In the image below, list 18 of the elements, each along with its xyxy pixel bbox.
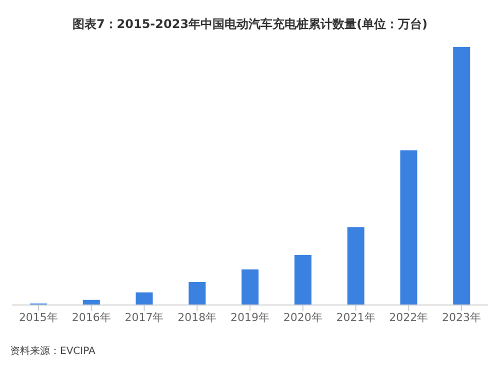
x-tick-label: 2023年 <box>442 310 482 324</box>
bar <box>453 47 470 305</box>
text: 资料来源：EVCIPA <box>10 344 96 358</box>
x-tick-label: 2016年 <box>72 310 111 324</box>
x-tick-label: 2015年 <box>18 310 58 324</box>
chart-title: 图表7：2015-2023年中国电动汽车充电桩累计数量(单位：万台) <box>71 16 429 33</box>
bar <box>347 227 364 305</box>
bar <box>400 150 418 305</box>
x-tick-label: 2019年 <box>230 310 270 324</box>
x-tick-label: 2020年 <box>283 310 322 324</box>
x-tick-label: 2018年 <box>178 310 217 324</box>
x-tick-label: 2021年 <box>336 310 376 324</box>
bar <box>242 269 259 305</box>
bar <box>188 282 206 305</box>
bar <box>294 254 312 305</box>
x-tick-label: 2022年 <box>389 310 428 324</box>
bar <box>136 292 153 305</box>
x-tick-label: 2017年 <box>124 310 164 324</box>
